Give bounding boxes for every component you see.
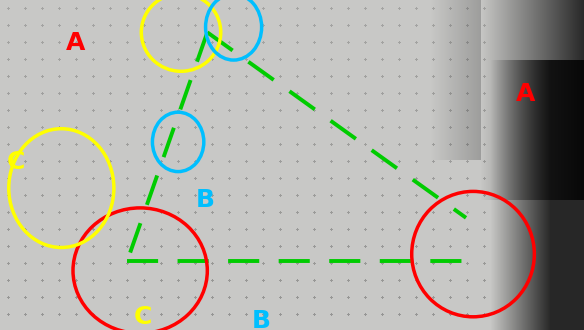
Text: B: B bbox=[196, 188, 215, 212]
Text: C: C bbox=[134, 306, 152, 329]
Text: B: B bbox=[252, 309, 271, 330]
Text: C: C bbox=[7, 150, 26, 174]
Text: A: A bbox=[516, 82, 536, 106]
Text: A: A bbox=[66, 31, 86, 55]
